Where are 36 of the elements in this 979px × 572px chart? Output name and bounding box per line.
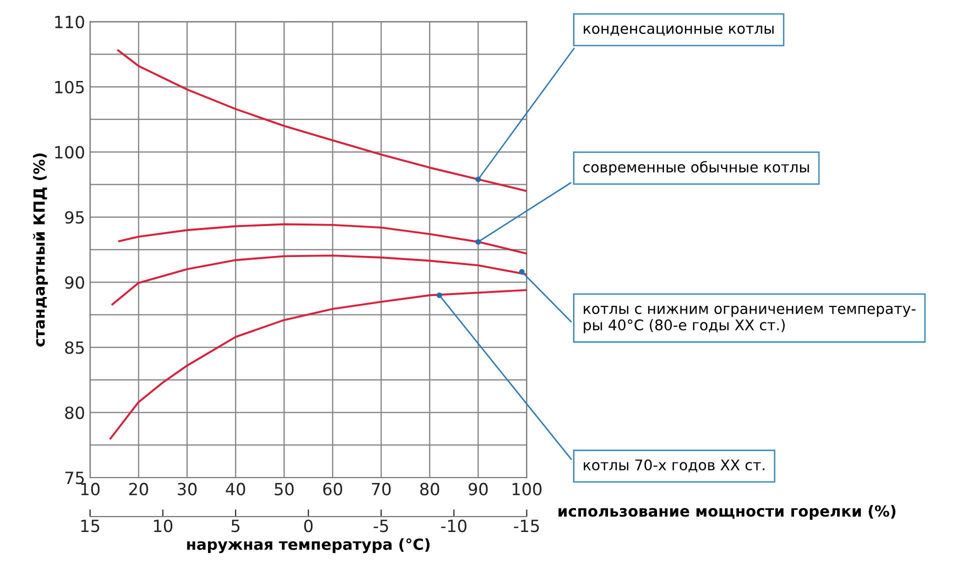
x2-tick-label: -5 [374, 520, 388, 532]
x2-tick-label: 15 [81, 520, 100, 532]
line-series [118, 223, 527, 255]
x2-tick-label: 10 [154, 520, 172, 532]
annotation: современные обычные котлы [583, 160, 809, 176]
y-tick-label: 110 [55, 16, 84, 28]
x-tick-label: 60 [323, 482, 342, 496]
y-tick-label: 85 [65, 341, 84, 354]
y-tick-label: 75 [65, 472, 84, 484]
line-series [111, 254, 527, 306]
y-axis-title: стандартный КПД (%) [32, 153, 48, 347]
x-tick-label: 40 [226, 482, 246, 496]
x-tick-label: 10 [81, 482, 100, 496]
y-tick-label: 95 [65, 211, 84, 224]
x2-tick-label: -15 [514, 520, 539, 532]
x2-tick-label: 5 [232, 520, 240, 532]
y-tick-label: 80 [65, 406, 84, 420]
x-tick-label: 100 [512, 482, 542, 496]
annotation: котлы с нижним ограничением температу- ры 40°C (80-е годы XX ст.) [584, 306, 916, 334]
annotation: котлы 70-х годов XX ст. [584, 459, 764, 472]
annotation: конденсационные котлы [584, 26, 774, 36]
x-tick-label: 90 [468, 482, 488, 496]
x-tick-label: 30 [178, 482, 197, 496]
y-tick-label: 90 [65, 276, 84, 289]
x2-tick-label: 0 [304, 520, 313, 532]
x-axis-title: использование мощности горелки (%) [558, 504, 896, 520]
x2-tick-label: -10 [441, 520, 466, 532]
y-tick-label: 100 [55, 146, 84, 159]
line-series [117, 49, 527, 192]
x2-axis-title: наружная температура (°C) [187, 538, 430, 554]
x-tick-label: 80 [420, 482, 440, 496]
line-series [109, 289, 527, 440]
x-tick-label: 70 [372, 482, 391, 496]
y-tick-label: 105 [55, 80, 84, 94]
x-tick-label: 50 [274, 482, 294, 496]
x-tick-label: 20 [129, 482, 148, 496]
